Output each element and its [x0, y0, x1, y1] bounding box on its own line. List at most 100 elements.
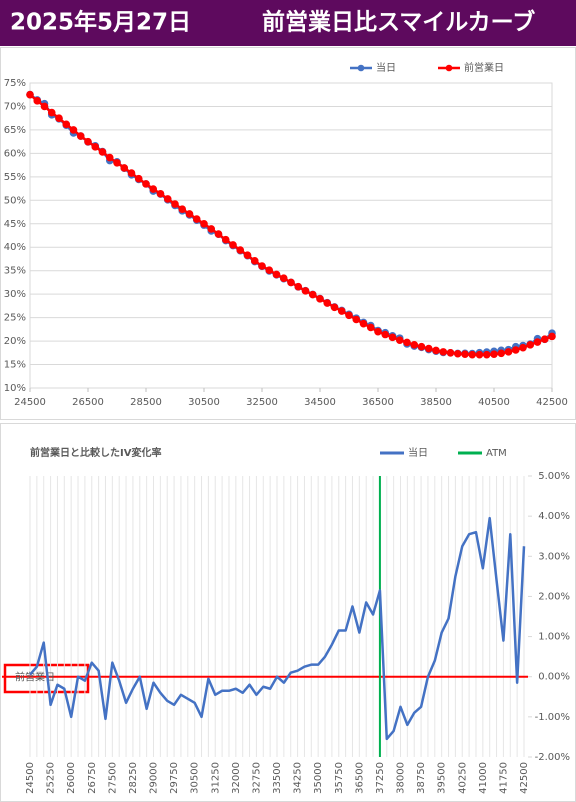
x-tick-label: 24500	[14, 397, 46, 408]
data-point	[323, 299, 332, 307]
y-tick-label: 25%	[4, 313, 26, 324]
legend-label: ATM	[486, 448, 507, 459]
data-point	[105, 153, 114, 162]
x-tick-label: 29000	[149, 762, 160, 794]
data-point	[345, 311, 353, 320]
data-point	[26, 90, 34, 99]
data-point	[316, 295, 324, 303]
y-tick-label: 70%	[4, 101, 26, 112]
data-point	[40, 102, 49, 111]
annotation: 前営業日	[15, 671, 55, 684]
data-point	[468, 350, 477, 359]
data-point	[163, 195, 172, 203]
data-point	[359, 319, 368, 328]
x-tick-label: 28500	[130, 397, 162, 408]
x-tick-label: 42500	[536, 397, 568, 408]
data-point	[395, 336, 404, 344]
y-tick-label: 5.00%	[538, 471, 570, 482]
x-tick-label: 33500	[272, 762, 283, 794]
y-tick-label: 65%	[4, 125, 26, 136]
legend-label: 前営業日	[464, 61, 504, 74]
x-tick-label: 38000	[396, 762, 407, 794]
y-tick-label: 35%	[4, 266, 26, 277]
y-tick-label: 0.00%	[538, 672, 570, 683]
x-tick-label: 32500	[246, 397, 278, 408]
data-point	[533, 338, 542, 346]
y-tick-label: 3.00%	[538, 551, 570, 562]
x-tick-label: 32000	[231, 762, 242, 794]
plot-border	[29, 82, 553, 389]
data-point	[192, 215, 201, 223]
data-point	[490, 350, 498, 359]
chart-frame	[0, 47, 576, 420]
x-tick-label: 25250	[46, 762, 57, 794]
data-point	[149, 185, 158, 193]
data-point	[461, 350, 469, 359]
data-point	[55, 114, 63, 122]
x-tick-label: 35000	[313, 762, 324, 794]
x-tick-label: 30500	[190, 762, 201, 794]
x-tick-label: 27500	[107, 762, 118, 794]
data-point	[221, 235, 230, 244]
x-tick-label: 38750	[416, 762, 427, 794]
data-point	[265, 266, 274, 275]
data-point	[432, 346, 440, 355]
data-point	[113, 158, 121, 167]
data-point	[511, 346, 520, 354]
data-point	[519, 343, 527, 352]
data-point	[142, 180, 150, 188]
data-point	[91, 143, 100, 151]
data-point	[47, 108, 56, 117]
series-line	[29, 516, 526, 741]
data-point	[308, 290, 317, 299]
data-point	[171, 200, 179, 208]
x-tick-label: 24500	[25, 762, 36, 794]
header-date: 2025年5月27日	[10, 9, 191, 36]
data-point	[424, 344, 433, 353]
data-point	[200, 219, 208, 228]
data-point	[482, 350, 491, 359]
data-point	[388, 333, 397, 342]
x-tick-label: 29750	[169, 762, 180, 794]
x-tick-label: 26500	[72, 397, 104, 408]
x-tick-label: 37250	[375, 762, 386, 794]
data-point	[453, 349, 462, 358]
y-tick-label: 30%	[4, 289, 26, 300]
data-point	[366, 323, 375, 332]
x-tick-label: 32750	[251, 762, 262, 794]
data-point	[33, 97, 42, 105]
y-tick-label: 15%	[4, 360, 26, 371]
data-point	[76, 132, 85, 140]
y-tick-label: 60%	[4, 148, 26, 159]
y-tick-label: 10%	[4, 383, 26, 394]
data-point	[287, 278, 295, 287]
data-point	[207, 225, 216, 233]
x-tick-label: 30500	[188, 397, 220, 408]
data-point	[258, 262, 266, 270]
data-point	[229, 241, 237, 249]
y-tick-label: 75%	[4, 78, 26, 89]
data-point	[185, 210, 194, 218]
data-point	[120, 164, 129, 172]
data-point	[236, 246, 245, 254]
x-tick-label: 31250	[210, 762, 221, 794]
data-point	[127, 169, 136, 177]
y-tick-label: 20%	[4, 336, 26, 347]
legend-swatch	[357, 64, 365, 72]
data-point	[475, 350, 484, 359]
y-tick-label: 40%	[4, 242, 26, 253]
data-point	[84, 137, 92, 146]
data-point	[381, 330, 390, 339]
legend-label: 当日	[376, 61, 396, 74]
data-point	[250, 257, 259, 265]
x-tick-label: 36500	[362, 397, 394, 408]
header-title: 前営業日比スマイルカーブ	[262, 9, 535, 36]
data-point	[134, 174, 143, 183]
data-point	[272, 270, 281, 279]
x-tick-label: 40500	[478, 397, 510, 408]
data-point	[243, 251, 252, 260]
data-point	[446, 349, 455, 357]
data-point	[526, 341, 535, 349]
x-tick-label: 34500	[304, 397, 336, 408]
